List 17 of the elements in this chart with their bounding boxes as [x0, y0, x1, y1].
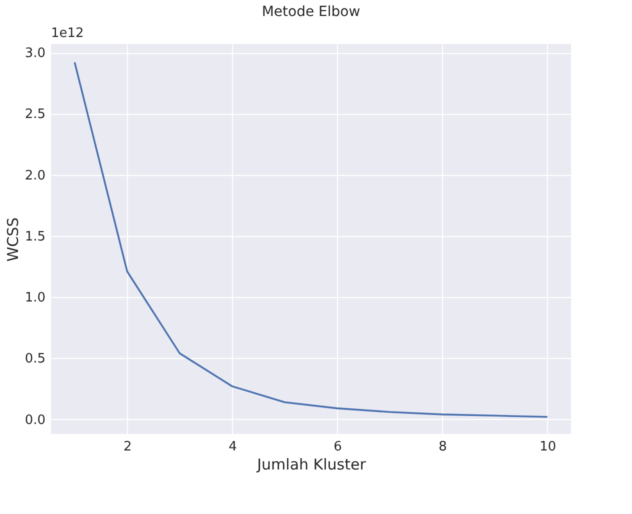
y-tick-label: 3.0: [24, 46, 46, 62]
x-axis-title: Jumlah Kluster: [256, 456, 367, 474]
x-tick-label: 10: [540, 440, 556, 454]
y-axis-title: WCSS: [4, 217, 22, 262]
x-tick-label: 6: [334, 440, 342, 454]
y-tick-label: 0.5: [24, 352, 46, 367]
line-series: [74, 61, 548, 418]
chart-title: Metode Elbow: [262, 4, 360, 20]
x-tick-label: 2: [124, 440, 132, 454]
y-tick-label: 0.0: [24, 412, 46, 428]
y-tick-label: 2.5: [24, 107, 46, 122]
y-tick-label: 1.5: [24, 229, 46, 244]
x-tick-label: 8: [438, 440, 447, 454]
y-tick-label: 2.0: [24, 168, 46, 184]
text: 1e12: [51, 26, 84, 41]
x-tick-label: 4: [228, 440, 237, 454]
y-tick-label: 1.0: [24, 290, 46, 306]
